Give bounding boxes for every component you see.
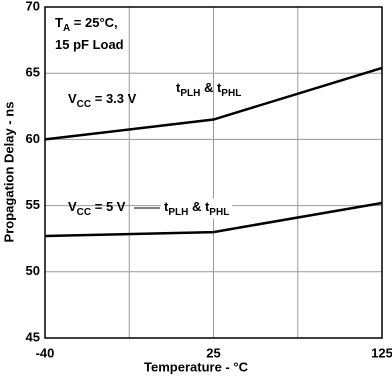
annotation-part: PHL: [209, 207, 229, 218]
annotation-part: CC: [77, 99, 91, 110]
data-line: [44, 201, 383, 238]
y-tick-label: 60: [26, 131, 40, 146]
x-tick-label: 125: [371, 345, 392, 360]
annotation-part: t: [164, 199, 169, 214]
label-background: [161, 198, 233, 219]
y-tick-label: 70: [26, 0, 40, 13]
x-tick-label: 25: [206, 345, 220, 360]
y-axis-label: Propagation Delay - ns: [1, 102, 16, 243]
x-axis-label: Temperature - °C: [144, 359, 249, 374]
annotation-part: = 3.3 V: [91, 91, 136, 106]
annotation-part: PLH: [180, 88, 200, 99]
y-tick-label: 50: [26, 263, 40, 278]
annotation: tPLH & tPHL: [176, 80, 241, 98]
annotation-part: & t: [188, 199, 210, 214]
y-tick-label: 65: [26, 65, 40, 80]
annotation: VCC = 5 V: [68, 199, 126, 217]
annotation-part: V: [68, 199, 77, 214]
annotation-part: = 25°C,: [70, 15, 117, 30]
annotation-part: PLH: [168, 207, 188, 218]
annotation: tPLH & tPHL: [164, 199, 229, 217]
y-tick-label: 45: [26, 329, 40, 344]
annotation-part: T: [55, 15, 63, 30]
annotation: VCC = 3.3 V: [68, 91, 137, 109]
annotation-part: 15 pF Load: [55, 37, 124, 52]
annotation: 15 pF Load: [55, 37, 124, 52]
annotation-part: A: [63, 23, 70, 34]
annotation-part: & t: [200, 80, 222, 95]
annotation-part: = 5 V: [91, 199, 126, 214]
annotation-part: t: [176, 80, 181, 95]
annotation-part: CC: [77, 207, 91, 218]
plot-border: [44, 6, 383, 339]
x-tick-label: -40: [36, 345, 55, 360]
annotation-part: PHL: [221, 88, 241, 99]
data-line: [44, 66, 383, 141]
annotation: TA = 25°C,: [55, 15, 118, 33]
annotation-part: V: [68, 91, 77, 106]
y-tick-label: 55: [26, 197, 40, 212]
